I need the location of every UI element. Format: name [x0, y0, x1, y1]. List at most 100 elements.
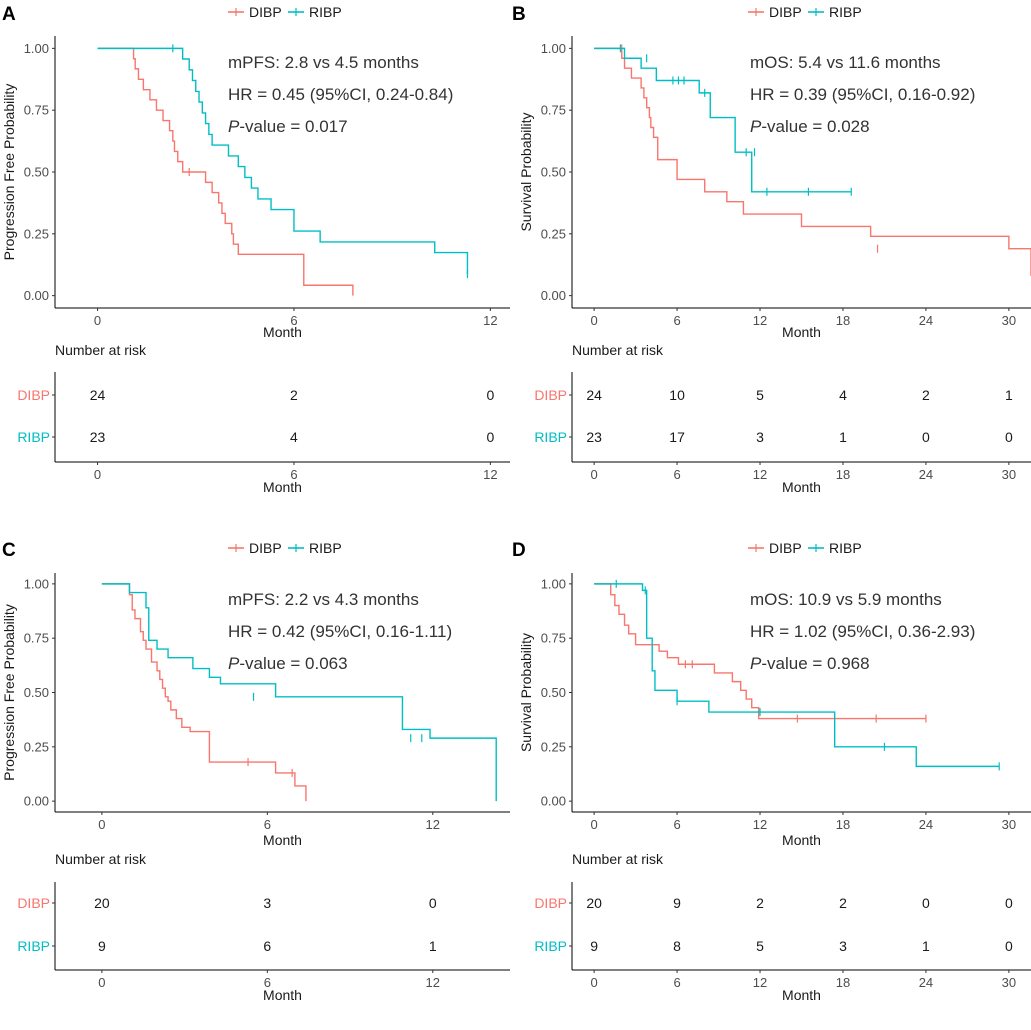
- x-tick-label: 0: [591, 313, 598, 328]
- x-tick-label: 18: [836, 817, 850, 832]
- risk-count: 23: [586, 429, 602, 445]
- y-tick-label: 0.75: [24, 103, 49, 118]
- legend-label-ribp: RIBP: [829, 540, 862, 556]
- risk-table-title: Number at risk: [572, 342, 664, 358]
- risk-count: 24: [90, 387, 106, 403]
- risk-table-title: Number at risk: [55, 851, 147, 867]
- risk-count: 1: [922, 938, 930, 954]
- legend-label-dibp: DIBP: [769, 4, 802, 20]
- p-value-annotation: P-value = 0.017: [228, 117, 348, 136]
- y-tick-label: 0.25: [541, 739, 566, 754]
- risk-count: 9: [673, 895, 681, 911]
- risk-count: 24: [586, 387, 602, 403]
- km-curve-ribp: [101, 583, 497, 802]
- km-curve-dibp: [97, 47, 354, 296]
- risk-row-label-dibp: DIBP: [17, 387, 50, 403]
- y-tick-label: 0.50: [24, 685, 49, 700]
- x-axis-title: Month: [782, 324, 821, 340]
- panel-label: C: [2, 540, 16, 561]
- risk-row-label-ribp: RIBP: [17, 429, 50, 445]
- risk-x-tick-label: 12: [483, 467, 497, 482]
- risk-x-tick-label: 18: [836, 975, 850, 990]
- risk-count: 8: [673, 938, 681, 954]
- x-tick-label: 12: [753, 817, 767, 832]
- risk-x-tick-label: 6: [673, 975, 680, 990]
- x-tick-label: 6: [673, 313, 680, 328]
- y-tick-label: 0.00: [541, 288, 566, 303]
- risk-x-tick-label: 6: [290, 467, 297, 482]
- risk-row-label-dibp: DIBP: [534, 895, 567, 911]
- risk-count: 2: [756, 895, 764, 911]
- legend-label-ribp: RIBP: [309, 540, 342, 556]
- risk-count: 17: [669, 429, 685, 445]
- legend-label-dibp: DIBP: [769, 540, 802, 556]
- y-axis-title: Progression Free Probability: [1, 604, 17, 781]
- legend-label-ribp: RIBP: [829, 4, 862, 20]
- km-curve-dibp: [594, 47, 1031, 276]
- risk-row-label-dibp: DIBP: [534, 387, 567, 403]
- y-tick-label: 0.00: [24, 794, 49, 809]
- x-tick-label: 24: [919, 313, 933, 328]
- panel-label: B: [512, 4, 526, 25]
- y-axis-title: Progression Free Probability: [1, 84, 17, 261]
- hr-annotation: HR = 0.39 (95%CI, 0.16-0.92): [750, 85, 975, 104]
- y-tick-label: 0.75: [541, 631, 566, 646]
- risk-count: 2: [922, 387, 930, 403]
- risk-count: 20: [94, 895, 110, 911]
- risk-count: 2: [839, 895, 847, 911]
- y-tick-label: 0.25: [541, 226, 566, 241]
- y-tick-label: 0.50: [24, 165, 49, 180]
- km-curve-ribp: [97, 47, 469, 275]
- risk-count: 5: [756, 938, 764, 954]
- y-tick-label: 1.00: [541, 576, 566, 591]
- median-annotation: mPFS: 2.8 vs 4.5 months: [228, 53, 419, 72]
- risk-count: 1: [429, 938, 437, 954]
- x-tick-label: 6: [264, 817, 271, 832]
- risk-count: 10: [669, 387, 685, 403]
- risk-count: 3: [263, 895, 271, 911]
- panel-label: D: [512, 540, 526, 561]
- risk-count: 0: [486, 387, 494, 403]
- legend-label-dibp: DIBP: [249, 4, 282, 20]
- y-axis-title: Survival Probability: [518, 633, 534, 752]
- risk-x-tick-label: 12: [753, 975, 767, 990]
- y-tick-label: 0.00: [24, 288, 49, 303]
- x-tick-label: 24: [919, 817, 933, 832]
- p-value-annotation: P-value = 0.028: [750, 117, 870, 136]
- risk-x-tick-label: 6: [673, 467, 680, 482]
- x-tick-label: 30: [1002, 313, 1016, 328]
- risk-count: 5: [756, 387, 764, 403]
- x-tick-label: 30: [1002, 817, 1016, 832]
- risk-x-tick-label: 24: [919, 975, 933, 990]
- risk-x-axis-title: Month: [782, 987, 821, 1003]
- x-tick-label: 6: [290, 313, 297, 328]
- risk-count: 0: [922, 895, 930, 911]
- x-tick-label: 0: [591, 817, 598, 832]
- y-tick-label: 0.75: [24, 631, 49, 646]
- risk-count: 0: [1005, 895, 1013, 911]
- x-tick-label: 0: [98, 817, 105, 832]
- y-tick-label: 0.50: [541, 685, 566, 700]
- risk-row-label-ribp: RIBP: [534, 938, 567, 954]
- y-tick-label: 0.50: [541, 165, 566, 180]
- risk-table-title: Number at risk: [572, 851, 664, 867]
- km-curve-dibp: [594, 583, 926, 720]
- risk-table-title: Number at risk: [55, 342, 147, 358]
- y-tick-label: 1.00: [24, 576, 49, 591]
- risk-count: 23: [90, 429, 106, 445]
- y-tick-label: 1.00: [24, 41, 49, 56]
- median-annotation: mPFS: 2.2 vs 4.3 months: [228, 590, 419, 609]
- risk-row-label-dibp: DIBP: [17, 895, 50, 911]
- risk-count: 20: [586, 895, 602, 911]
- risk-count: 1: [1005, 387, 1013, 403]
- risk-row-label-ribp: RIBP: [17, 938, 50, 954]
- risk-count: 4: [839, 387, 847, 403]
- risk-count: 2: [290, 387, 298, 403]
- risk-x-axis-title: Month: [782, 479, 821, 495]
- legend-label-dibp: DIBP: [249, 540, 282, 556]
- x-axis-title: Month: [782, 832, 821, 848]
- panel-label: A: [2, 4, 16, 25]
- risk-count: 4: [290, 429, 298, 445]
- risk-x-tick-label: 0: [98, 975, 105, 990]
